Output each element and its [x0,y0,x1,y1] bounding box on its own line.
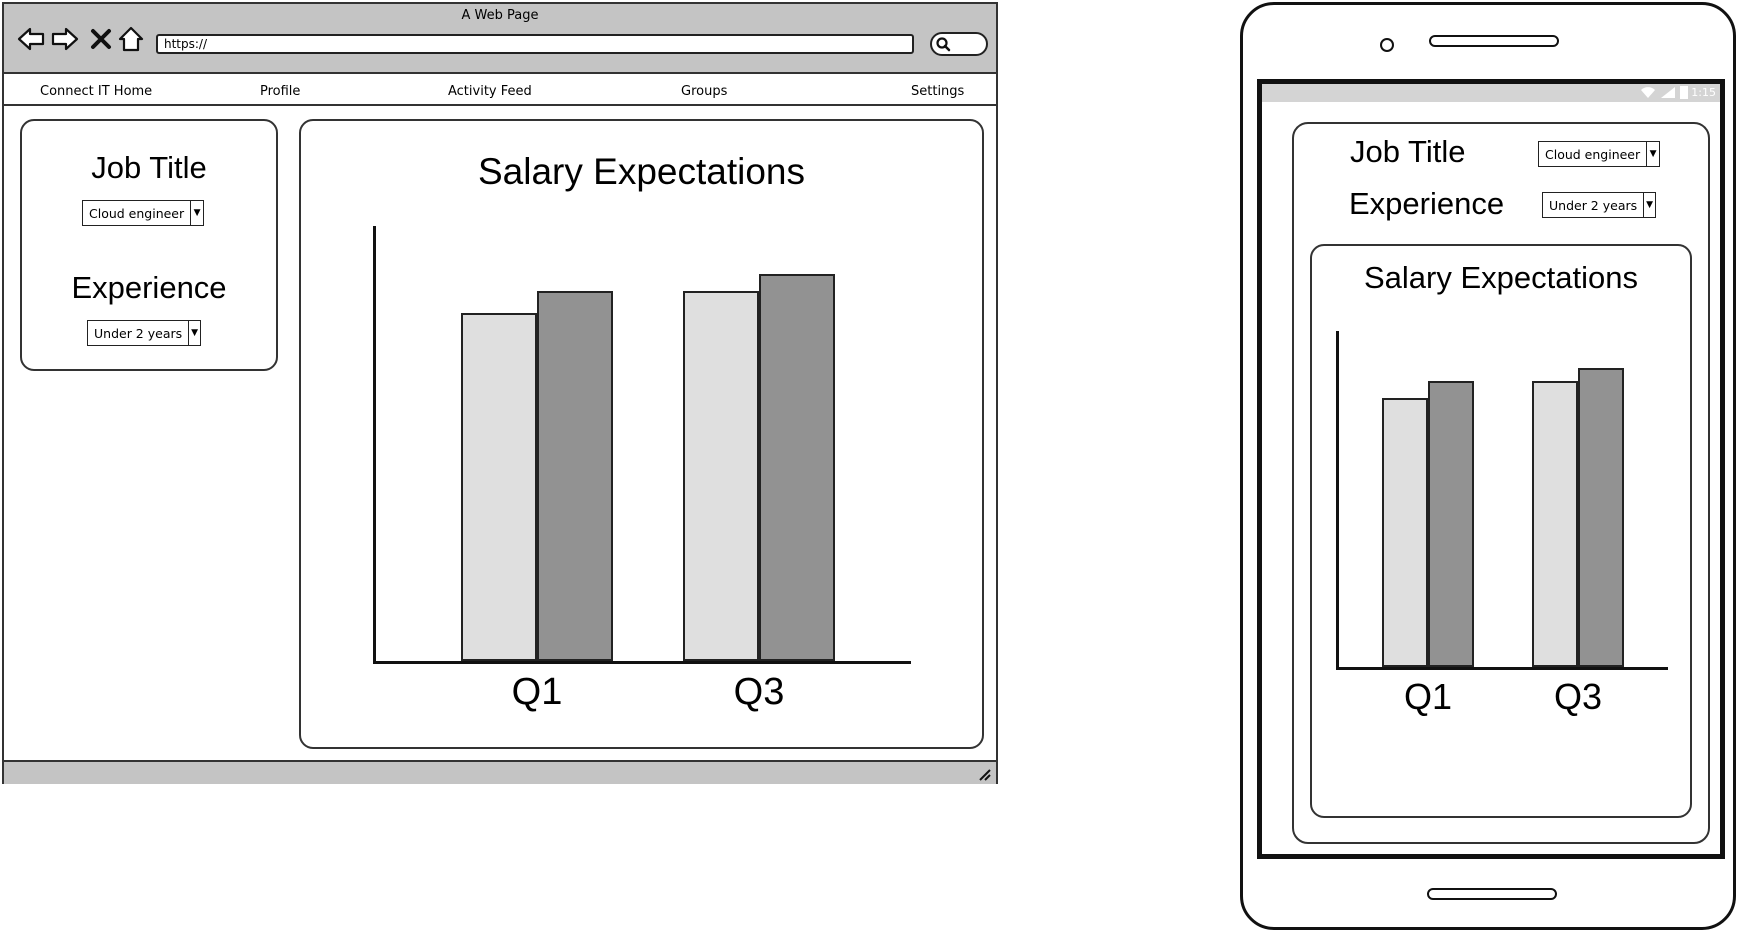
nav-profile[interactable]: Profile [260,84,301,99]
forward-icon[interactable] [50,24,80,54]
x-tick-label-q3: Q3 [733,671,785,713]
home-icon[interactable] [116,24,146,54]
speaker-grille [1429,35,1559,47]
url-input[interactable]: https:// [156,34,914,54]
window-title: A Web Page [461,8,539,23]
status-time: 1:15 [1691,86,1716,99]
search-icon [936,37,951,52]
job-title-dropdown[interactable]: Cloud engineer ▼ [1538,141,1660,167]
wifi-icon [1641,87,1655,98]
phone-status-bar: 1:15 [1262,84,1720,102]
x-tick-label-q1: Q1 [511,671,563,713]
chart-y-axis [373,226,376,661]
site-nav: Connect IT Home Profile Activity Feed Gr… [4,76,996,106]
experience-label: Experience [71,270,227,305]
camera-icon [1380,38,1394,52]
salary-chart: Salary Expectations Q1 Q3 [301,121,982,747]
chevron-down-icon: ▼ [188,321,200,345]
resize-grip-icon[interactable] [976,766,992,782]
chart-panel: Salary Expectations Q1 Q3 [299,119,984,749]
bar-q1-series-2 [537,291,613,661]
bar-q1-series-1 [1382,398,1428,667]
chart-title: Salary Expectations [477,151,805,192]
phone-device: 1:15 Job Title Cloud engineer ▼ Experien… [1240,2,1736,930]
phone-content-panel: Job Title Cloud engineer ▼ Experience Un… [1292,122,1710,844]
bar-q3-series-1 [683,291,759,661]
chevron-down-icon: ▼ [1643,193,1655,217]
filter-panel: Job Title Cloud engineer ▼ Experience Un… [20,119,278,371]
job-title-label: Job Title [1350,134,1466,169]
browser-titlebar: A Web Page https:// [4,4,996,74]
job-title-value: Cloud engineer [89,205,185,221]
x-tick-label-q1: Q1 [1403,676,1453,717]
close-icon[interactable] [86,24,116,54]
chevron-down-icon: ▼ [1646,142,1659,166]
bar-q1-series-2 [1428,381,1474,667]
experience-label: Experience [1349,186,1505,221]
chart-y-axis [1336,331,1339,667]
phone-chart-panel: Salary Expectations Q1 Q3 [1310,244,1692,818]
nav-settings[interactable]: Settings [911,84,965,99]
search-button[interactable] [930,32,988,56]
browser-statusbar [4,760,996,784]
bar-q1-series-1 [461,313,537,661]
job-title-label: Job Title [91,150,207,185]
nav-activity-feed[interactable]: Activity Feed [448,84,532,99]
bar-q3-series-2 [1578,367,1624,667]
salary-chart-mobile: Salary Expectations Q1 Q3 [1312,246,1690,816]
browser-window: A Web Page https:// Connect IT Home Prof… [2,2,998,784]
back-icon[interactable] [16,24,46,54]
chart-x-axis [1336,667,1668,670]
chart-x-axis [373,661,911,664]
job-title-dropdown[interactable]: Cloud engineer ▼ [82,200,204,226]
experience-dropdown[interactable]: Under 2 years ▼ [87,320,201,346]
x-tick-label-q3: Q3 [1553,676,1603,717]
experience-value: Under 2 years [1549,197,1638,213]
nav-connect-it-home[interactable]: Connect IT Home [40,84,153,99]
home-button[interactable] [1427,888,1557,900]
signal-icon [1661,87,1675,98]
job-title-value: Cloud engineer [1545,146,1641,162]
phone-screen: 1:15 Job Title Cloud engineer ▼ Experien… [1257,79,1725,859]
bar-q3-series-1 [1532,381,1578,667]
nav-groups[interactable]: Groups [681,84,728,99]
chart-title: Salary Expectations [1364,260,1638,295]
experience-dropdown[interactable]: Under 2 years ▼ [1542,192,1656,218]
chevron-down-icon: ▼ [190,201,203,225]
battery-icon [1680,86,1688,99]
bar-q3-series-2 [759,273,835,661]
experience-value: Under 2 years [94,325,183,341]
